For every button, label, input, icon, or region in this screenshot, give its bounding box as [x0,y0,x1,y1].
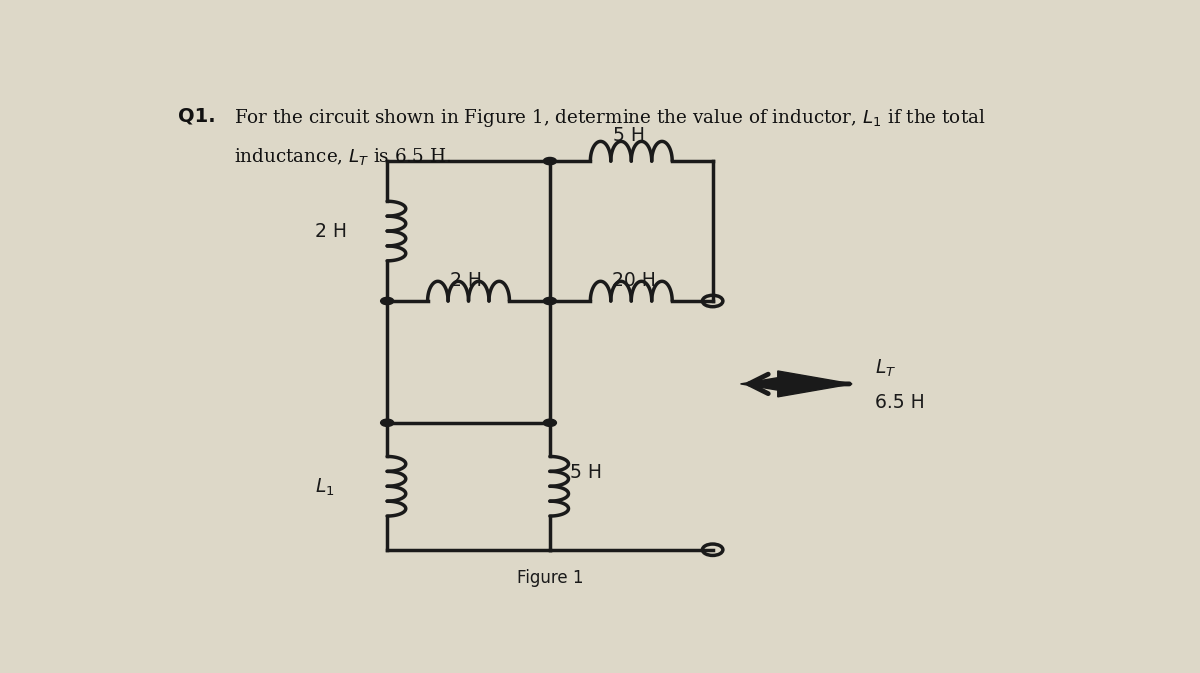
Text: 2 H: 2 H [316,221,347,240]
Circle shape [544,419,557,427]
Circle shape [380,419,394,427]
Circle shape [544,157,557,165]
Text: Figure 1: Figure 1 [517,569,583,588]
Text: For the circuit shown in Figure 1, determine the value of inductor, $L_1$ if the: For the circuit shown in Figure 1, deter… [234,106,985,129]
Text: 5 H: 5 H [613,126,644,145]
Text: inductance, $L_T$ is 6.5 H.: inductance, $L_T$ is 6.5 H. [234,145,451,166]
Text: Q1.: Q1. [178,106,216,126]
Polygon shape [740,371,852,397]
Circle shape [544,297,557,305]
Text: 2 H: 2 H [450,271,482,290]
Text: $L_T$: $L_T$ [876,358,896,379]
Text: 20 H: 20 H [612,271,655,290]
Circle shape [380,297,394,305]
Text: 6.5 H: 6.5 H [876,392,925,412]
Text: $L_1$: $L_1$ [316,477,335,498]
Text: 5 H: 5 H [570,462,602,481]
